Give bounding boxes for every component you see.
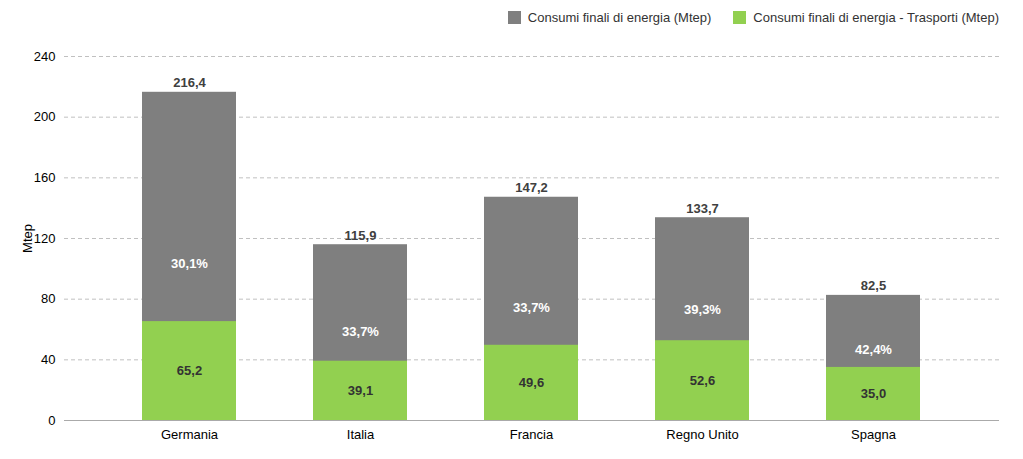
svg-text:40: 40 <box>41 352 55 367</box>
svg-text:133,7: 133,7 <box>686 201 719 216</box>
svg-text:49,6: 49,6 <box>519 375 544 390</box>
svg-text:0: 0 <box>48 413 55 428</box>
svg-text:33,7%33.7: 33,7%33.7 <box>513 300 550 315</box>
svg-text:52,6: 52,6 <box>690 373 715 388</box>
svg-text:Mtep: Mtep <box>20 224 35 253</box>
svg-text:147,2: 147,2 <box>515 180 548 195</box>
svg-text:Francia: Francia <box>510 427 554 442</box>
svg-text:35,0: 35,0 <box>861 386 886 401</box>
svg-text:39,1: 39,1 <box>348 383 373 398</box>
svg-text:65,2: 65,2 <box>177 363 202 378</box>
svg-text:115,9: 115,9 <box>345 228 377 243</box>
svg-text:160: 160 <box>34 170 56 185</box>
html-text:Consumi finali di energia (Mte: Consumi finali di energia (Mtep) <box>527 9 712 25</box>
svg-text:Spagna: Spagna <box>851 427 897 442</box>
svg-text:Italia: Italia <box>347 427 375 442</box>
svg-text:120: 120 <box>34 231 56 246</box>
svg-text:240: 240 <box>34 49 56 64</box>
svg-text:33,7%33.7: 33,7%33.7 <box>342 324 379 339</box>
svg-text:200: 200 <box>34 109 56 124</box>
svg-text:216,4: 216,4 <box>173 75 206 90</box>
svg-text:39,3%39.3: 39,3%39.3 <box>684 302 721 317</box>
svg-text:80: 80 <box>41 291 55 306</box>
svg-text:Regno Unito: Regno Unito <box>666 427 738 442</box>
svg-text:82,5: 82,5 <box>861 278 886 293</box>
svg-text:Germania: Germania <box>161 427 219 442</box>
html-text:Consumi finali di energia - Tr: Consumi finali di energia - Trasporti (M… <box>753 9 999 25</box>
svg-text:30,1%30.1: 30,1%30.1 <box>171 256 208 271</box>
svg-text:42,4%42.4: 42,4%42.4 <box>855 342 892 357</box>
